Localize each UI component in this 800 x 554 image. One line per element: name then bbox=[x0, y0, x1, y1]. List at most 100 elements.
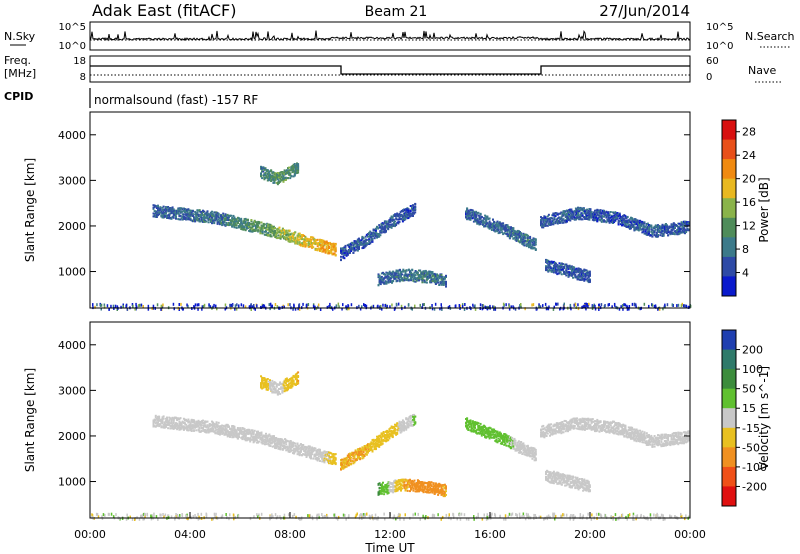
power-cell bbox=[505, 227, 508, 230]
power-cell bbox=[386, 222, 389, 225]
power-cell bbox=[591, 218, 594, 221]
power-cell bbox=[317, 303, 320, 307]
power-cell bbox=[412, 278, 415, 281]
power-cell bbox=[577, 307, 580, 311]
power-cell bbox=[585, 302, 587, 306]
power-cell bbox=[238, 226, 240, 229]
power-cell bbox=[687, 229, 690, 232]
power-cell bbox=[619, 217, 622, 220]
power-cell bbox=[189, 213, 192, 216]
power-cell bbox=[577, 271, 580, 274]
power-cell bbox=[648, 304, 650, 308]
power-cell bbox=[664, 227, 667, 230]
power-cell bbox=[569, 217, 572, 220]
power-cell bbox=[170, 207, 173, 210]
power-cell bbox=[567, 210, 569, 213]
power-cell bbox=[343, 252, 346, 255]
power-cell bbox=[179, 210, 182, 213]
power-cell bbox=[625, 221, 628, 224]
power-cell bbox=[289, 240, 292, 243]
power-cell bbox=[628, 218, 631, 221]
power-cell bbox=[597, 210, 600, 213]
power-cell bbox=[412, 211, 414, 214]
power-ylabel: Slant Range [km] bbox=[23, 158, 37, 262]
power-cell bbox=[207, 213, 210, 216]
velocity-cell bbox=[205, 420, 208, 423]
velocity-cell bbox=[164, 426, 167, 428]
power-cell bbox=[379, 276, 382, 279]
power-cell bbox=[284, 237, 287, 240]
power-cell bbox=[573, 268, 576, 271]
power-cell bbox=[243, 222, 246, 224]
power-cell bbox=[672, 222, 675, 225]
power-cell bbox=[443, 276, 446, 279]
velocity-cell bbox=[169, 417, 172, 420]
power-cell bbox=[406, 214, 409, 217]
power-cell bbox=[236, 221, 239, 224]
power-cell bbox=[159, 208, 162, 211]
power-cell bbox=[364, 245, 367, 248]
velocity-cell bbox=[204, 424, 207, 427]
power-cell bbox=[441, 282, 444, 285]
freq-label: Freq. bbox=[4, 54, 31, 67]
power-cell bbox=[332, 242, 335, 245]
power-cell bbox=[582, 278, 585, 281]
power-cell bbox=[481, 223, 484, 226]
power-cell bbox=[501, 222, 503, 225]
power-cell bbox=[558, 222, 560, 224]
power-cell bbox=[380, 224, 383, 227]
velocity-cell bbox=[209, 430, 212, 433]
power-cell bbox=[608, 221, 611, 224]
velocity-cell bbox=[243, 430, 246, 433]
power-cell bbox=[315, 242, 318, 245]
power-cell bbox=[269, 223, 272, 226]
power-cell bbox=[412, 273, 415, 276]
power-cell bbox=[137, 304, 140, 308]
power-cell bbox=[378, 280, 381, 283]
power-cell bbox=[171, 216, 174, 218]
velocity-cell bbox=[230, 430, 233, 433]
power-cell bbox=[297, 163, 300, 166]
power-cell bbox=[205, 215, 208, 218]
velocity-cell bbox=[185, 418, 188, 421]
power-cell bbox=[233, 216, 236, 219]
power-cell bbox=[244, 217, 247, 220]
velocity-cell bbox=[218, 430, 221, 433]
power-cell bbox=[568, 266, 571, 269]
power-cell bbox=[250, 222, 253, 225]
power-cell bbox=[526, 235, 529, 238]
power-cell bbox=[388, 226, 391, 228]
power-cell bbox=[597, 214, 600, 217]
power-cell bbox=[685, 231, 688, 233]
power-cell bbox=[267, 173, 270, 176]
velocity-cell bbox=[179, 426, 182, 429]
power-cell bbox=[247, 218, 249, 221]
power-cell bbox=[295, 240, 298, 243]
power-cell bbox=[297, 235, 300, 238]
power-cell bbox=[556, 265, 559, 268]
power-cell bbox=[203, 216, 206, 219]
power-cell bbox=[595, 216, 598, 219]
power-cell bbox=[555, 219, 558, 222]
power-cell bbox=[661, 225, 664, 228]
power-cell bbox=[253, 220, 256, 223]
power-cell bbox=[168, 213, 171, 216]
power-cell bbox=[317, 247, 320, 250]
power-cell bbox=[278, 180, 280, 183]
power-cell bbox=[157, 204, 159, 207]
power-cell bbox=[657, 226, 659, 229]
power-cell bbox=[588, 216, 591, 219]
power-cell bbox=[428, 274, 431, 277]
power-cell bbox=[598, 211, 601, 214]
power-cell bbox=[240, 228, 243, 230]
power-cell bbox=[571, 215, 574, 218]
power-cell bbox=[474, 214, 476, 216]
power-cell bbox=[680, 231, 683, 234]
velocity-cell bbox=[222, 431, 225, 434]
power-cell bbox=[577, 278, 580, 281]
power-cell bbox=[661, 227, 664, 230]
power-cell bbox=[403, 219, 405, 222]
power-cell bbox=[445, 276, 447, 278]
power-cell bbox=[220, 214, 222, 217]
